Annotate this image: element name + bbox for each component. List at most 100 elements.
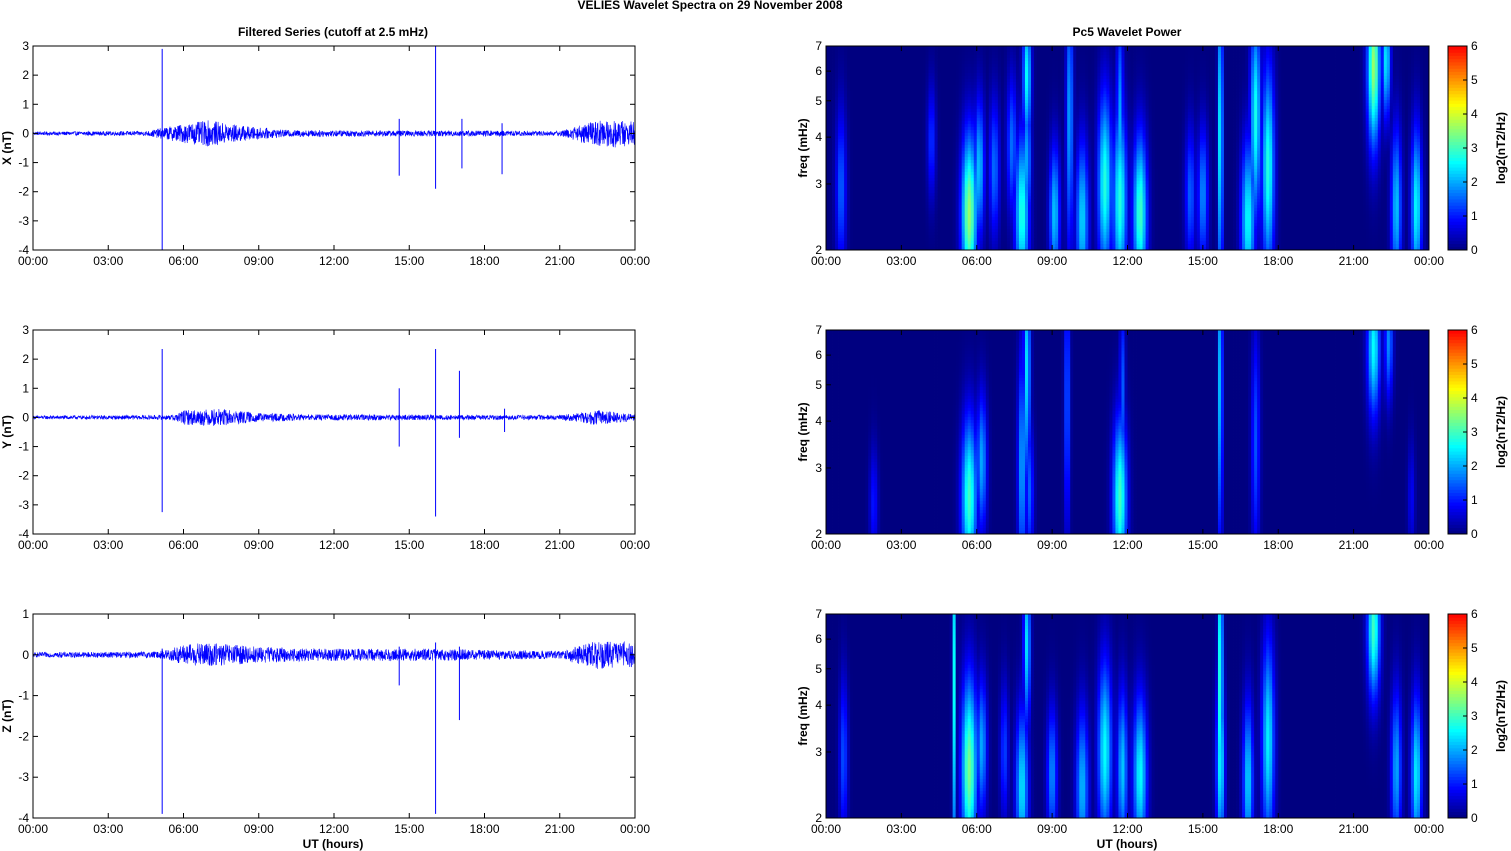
spec-x-cell bbox=[1079, 52, 1082, 55]
spec-x-cell bbox=[871, 79, 874, 82]
spec-x-cell bbox=[1308, 82, 1311, 85]
spec-x-cell bbox=[1236, 85, 1239, 88]
spec-x-cell bbox=[1067, 73, 1070, 76]
spec-x-cell bbox=[1040, 91, 1043, 94]
spec-x-cell bbox=[1414, 55, 1417, 58]
spec-x-cell bbox=[1161, 70, 1164, 73]
spec-x-cell bbox=[1381, 91, 1384, 94]
spec-x-cell bbox=[1396, 76, 1399, 79]
spec-x-cell bbox=[832, 88, 835, 91]
spec-x-cell bbox=[1079, 91, 1082, 94]
spec-x-cell bbox=[832, 67, 835, 70]
spec-x-cell bbox=[959, 85, 962, 88]
spec-x-cell bbox=[1378, 70, 1381, 73]
spec-x-cell bbox=[1079, 49, 1082, 52]
spec-x-cell bbox=[1330, 55, 1333, 58]
spec-x-cell bbox=[901, 85, 904, 88]
spec-x-cell bbox=[1022, 55, 1025, 58]
spec-x-cell bbox=[1022, 94, 1025, 97]
spec-x-cell bbox=[1076, 58, 1079, 61]
spec-x-cell bbox=[1146, 52, 1149, 55]
spec-x-cell bbox=[1179, 61, 1182, 64]
spec-x-cell bbox=[898, 82, 901, 85]
spec-x-cell bbox=[980, 82, 983, 85]
spec-x-cell bbox=[1149, 61, 1152, 64]
spec-x-cell bbox=[1070, 79, 1073, 82]
spec-x-cell bbox=[919, 55, 922, 58]
spec-x-cell bbox=[992, 55, 995, 58]
spec-x-cell bbox=[844, 67, 847, 70]
spec-x-cell bbox=[1336, 91, 1339, 94]
spec-x-cell bbox=[1115, 82, 1118, 85]
spec-x-cell bbox=[880, 76, 883, 79]
spec-x-cell bbox=[1233, 73, 1236, 76]
spec-x-cell bbox=[892, 61, 895, 64]
spec-x-cell bbox=[1372, 55, 1375, 58]
spec-x-cell bbox=[877, 79, 880, 82]
spec-x-cell bbox=[1363, 55, 1366, 58]
spec-x-cell bbox=[1001, 46, 1004, 49]
spec-x-cell bbox=[1049, 70, 1052, 73]
spec-x-cell bbox=[965, 88, 968, 91]
spec-x-cell bbox=[832, 61, 835, 64]
spec-x-cell bbox=[1034, 73, 1037, 76]
spec-x-cell bbox=[944, 94, 947, 97]
spec-x-cell bbox=[1366, 61, 1369, 64]
spec-x-cell bbox=[1393, 82, 1396, 85]
spec-x-cell bbox=[1221, 94, 1224, 97]
spec-x-cell bbox=[1345, 79, 1348, 82]
spec-x-cell bbox=[1360, 91, 1363, 94]
spec-x-cell bbox=[1215, 79, 1218, 82]
spec-x-cell bbox=[1390, 64, 1393, 67]
spec-x-cell bbox=[901, 58, 904, 61]
spec-x-cell bbox=[1314, 82, 1317, 85]
spec-x-cell bbox=[1155, 76, 1158, 79]
spec-x-cell bbox=[862, 94, 865, 97]
spec-x-cell bbox=[950, 58, 953, 61]
spec-x-cell bbox=[1212, 55, 1215, 58]
spec-x-cell bbox=[835, 91, 838, 94]
spec-x-cell bbox=[1091, 88, 1094, 91]
spec-x-cell bbox=[1230, 52, 1233, 55]
spec-x-cell bbox=[1245, 76, 1248, 79]
spec-x-cell bbox=[992, 76, 995, 79]
spec-x-cell bbox=[1275, 70, 1278, 73]
spec-x-cell bbox=[1354, 82, 1357, 85]
spec-x-cell bbox=[1275, 82, 1278, 85]
spec-x-cell bbox=[1314, 67, 1317, 70]
spec-x-cell bbox=[1233, 55, 1236, 58]
spec-x-cell bbox=[1339, 67, 1342, 70]
spec-x-cell bbox=[1390, 55, 1393, 58]
spec-x-cell bbox=[959, 79, 962, 82]
spec-x-cell bbox=[926, 88, 929, 91]
spec-x-cell bbox=[1218, 52, 1221, 55]
spectrogram-x-plot: 23456700:00 03:00 06:00 09:00 12:00 15:00 18:0… bbox=[796, 39, 1444, 268]
spec-x-cell bbox=[1414, 52, 1417, 55]
spec-x-cell bbox=[1372, 58, 1375, 61]
spec-x-cell bbox=[1013, 55, 1016, 58]
spec-x-cell bbox=[1227, 88, 1230, 91]
spec-x-cell bbox=[865, 52, 868, 55]
spec-x-cell bbox=[829, 73, 832, 76]
spec-x-cell bbox=[838, 91, 841, 94]
spec-x-cell bbox=[907, 55, 910, 58]
spec-x-cell bbox=[1052, 94, 1055, 97]
spec-x-cell bbox=[1167, 70, 1170, 73]
spec-x-cell bbox=[1112, 79, 1115, 82]
spec-x-cell bbox=[1323, 70, 1326, 73]
spec-x-cell bbox=[1363, 58, 1366, 61]
series-x-plot: -4-3-2-1012300:00 03:00 06:00 09:00 12:00 15:… bbox=[0, 39, 650, 268]
spec-x-cell bbox=[1182, 94, 1185, 97]
spec-x-cell bbox=[1128, 55, 1131, 58]
spec-x-cell bbox=[1266, 49, 1269, 52]
spec-x-cell bbox=[847, 85, 850, 88]
spec-x-cell bbox=[950, 49, 953, 52]
spec-x-cell bbox=[1028, 46, 1031, 49]
spec-x-cell bbox=[1317, 58, 1320, 61]
spec-x-cell bbox=[1402, 91, 1405, 94]
spec-x-cell bbox=[1251, 58, 1254, 61]
spec-x-cell bbox=[1251, 82, 1254, 85]
spec-x-cell bbox=[1203, 76, 1206, 79]
spec-x-cell bbox=[1137, 61, 1140, 64]
spec-x-cell bbox=[913, 64, 916, 67]
